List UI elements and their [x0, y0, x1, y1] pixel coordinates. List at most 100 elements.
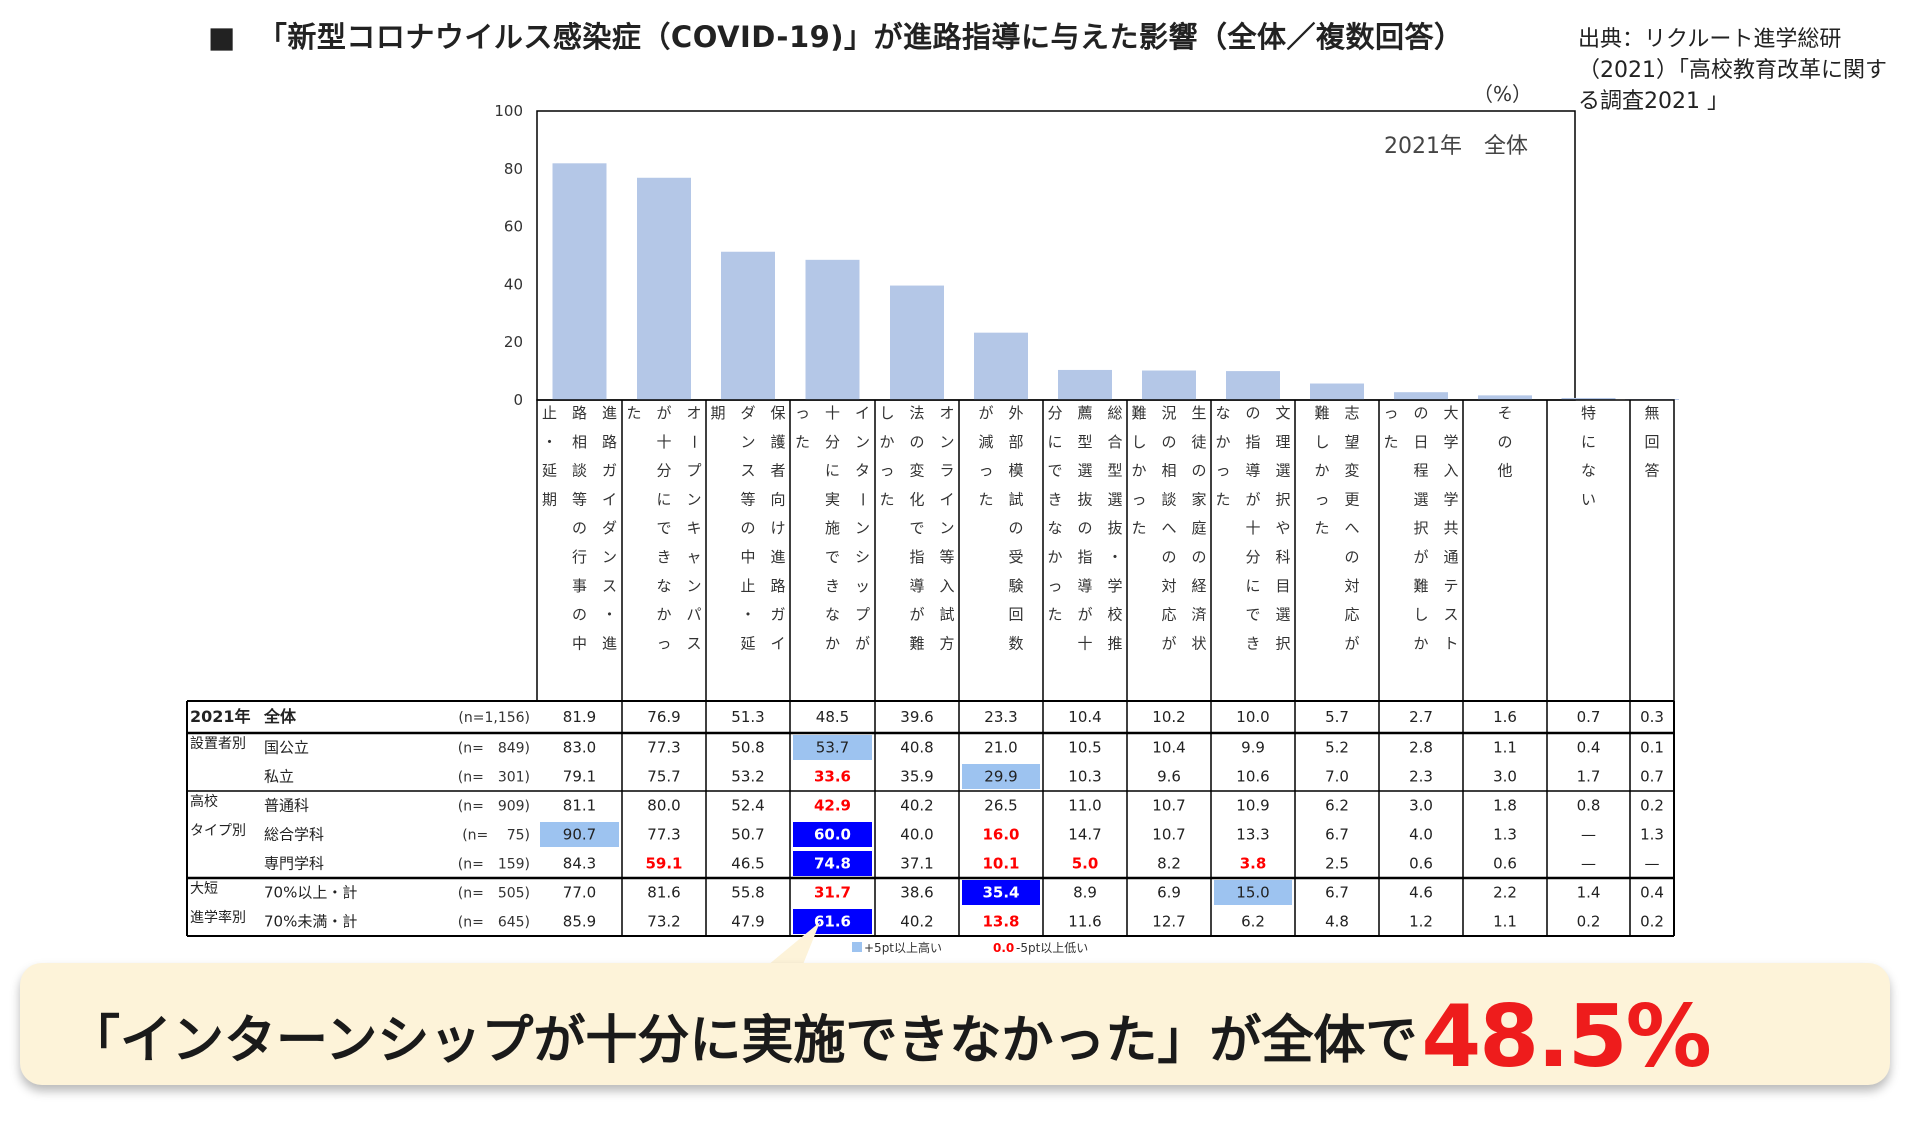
table-cell: 5.0 — [1072, 855, 1099, 873]
table-cell: 39.6 — [900, 708, 933, 726]
svg-text:指: 指 — [1245, 433, 1260, 451]
legend-minus-label: -5pt以上低い — [1016, 941, 1088, 955]
svg-text:キ: キ — [686, 519, 701, 537]
svg-text:っ: っ — [656, 634, 671, 652]
svg-text:か: か — [1314, 462, 1329, 480]
table-cell: 83.0 — [563, 739, 596, 757]
svg-text:ン: ン — [602, 548, 617, 566]
table-cell: 1.4 — [1577, 884, 1601, 902]
svg-text:十: 十 — [656, 433, 671, 451]
table-cell: 60.0 — [814, 826, 851, 844]
svg-text:な: な — [825, 606, 840, 624]
source-note: 出典：リクルート進学総研（2021）「高校教育改革に関する調査2021 」 — [1578, 27, 1887, 114]
table-cell: 51.3 — [731, 708, 764, 726]
svg-text:に: に — [656, 490, 671, 508]
cell-highlight-dark — [793, 909, 872, 934]
svg-text:き: き — [1047, 490, 1062, 508]
svg-text:へ: へ — [1344, 519, 1359, 537]
table-cell: 23.3 — [984, 708, 1017, 726]
svg-text:な: な — [1215, 404, 1230, 422]
svg-text:談: 談 — [1161, 490, 1176, 508]
svg-text:が: が — [1413, 548, 1428, 566]
svg-text:に: に — [1245, 577, 1260, 595]
svg-text:が: が — [978, 404, 993, 422]
row-n: (n= 159) — [458, 857, 530, 873]
svg-text:が: が — [855, 634, 870, 652]
legend-minus-value: 0.0 — [993, 941, 1014, 955]
svg-text:の: の — [1008, 519, 1023, 537]
svg-text:き: き — [1245, 634, 1260, 652]
bar-7 — [1058, 369, 1112, 400]
svg-text:実: 実 — [825, 490, 840, 508]
row-label: 専門学科 — [264, 855, 324, 873]
row-n: (n= 75) — [462, 828, 530, 844]
table-cell: 81.9 — [563, 708, 596, 726]
bar-13 — [1561, 397, 1616, 400]
svg-text:期: 期 — [542, 490, 557, 508]
table-cell: 11.0 — [1068, 797, 1101, 815]
svg-text:テ: テ — [1443, 577, 1458, 595]
cell-highlight-dark — [793, 822, 872, 847]
table-cell: 77.3 — [647, 826, 680, 844]
bar-3 — [721, 251, 775, 400]
svg-text:っ: っ — [795, 404, 810, 422]
table-cell: 10.5 — [1068, 739, 1101, 757]
svg-text:談: 談 — [572, 462, 587, 480]
table-cell: 77.0 — [563, 884, 596, 902]
svg-text:し: し — [1413, 606, 1428, 624]
svg-text:の: の — [572, 606, 587, 624]
svg-text:・: ・ — [542, 433, 557, 451]
svg-text:向: 向 — [770, 490, 785, 508]
table-cell: 6.2 — [1325, 797, 1349, 815]
svg-text:試: 試 — [1008, 490, 1023, 508]
table-cell: 4.6 — [1409, 884, 1433, 902]
svg-text:択: 択 — [1413, 519, 1428, 537]
table-cell: 2.5 — [1325, 855, 1349, 873]
svg-text:ン: ン — [855, 519, 870, 537]
table-cell: 50.7 — [731, 826, 764, 844]
table-cell: 4.8 — [1325, 913, 1349, 931]
svg-text:ー: ー — [685, 434, 703, 449]
svg-text:薦: 薦 — [1077, 404, 1092, 422]
svg-text:が: が — [656, 404, 671, 422]
svg-text:等: 等 — [572, 490, 587, 508]
svg-text:か: か — [879, 433, 894, 451]
svg-text:た: た — [626, 404, 641, 422]
table-cell: 11.6 — [1068, 913, 1101, 931]
table-cell: 1.3 — [1640, 826, 1664, 844]
svg-text:数: 数 — [1008, 634, 1023, 652]
svg-text:難: 難 — [1314, 404, 1329, 422]
table-cell: 59.1 — [645, 855, 682, 873]
row-group-label: 2021年 — [190, 707, 251, 726]
svg-text:し: し — [1131, 433, 1146, 451]
table-cell: 76.9 — [647, 708, 680, 726]
svg-text:の: の — [1497, 433, 1512, 451]
svg-text:型: 型 — [1077, 433, 1092, 451]
row-label: 普通科 — [264, 797, 309, 815]
svg-text:変: 変 — [1344, 462, 1359, 480]
table-cell: 33.6 — [814, 768, 851, 786]
svg-text:止: 止 — [542, 404, 557, 422]
svg-text:生: 生 — [1191, 404, 1206, 422]
svg-text:・: ・ — [602, 606, 617, 624]
svg-text:型: 型 — [1107, 462, 1122, 480]
svg-text:の: の — [1344, 548, 1359, 566]
svg-text:総: 総 — [1107, 404, 1122, 422]
svg-text:抜: 抜 — [1107, 519, 1122, 537]
svg-text:化: 化 — [909, 490, 924, 508]
svg-text:選: 選 — [1275, 462, 1290, 480]
svg-text:ダ: ダ — [740, 404, 755, 422]
svg-text:護: 護 — [770, 433, 785, 451]
svg-text:指: 指 — [1077, 548, 1092, 566]
svg-text:択: 択 — [1275, 490, 1290, 508]
svg-text:相: 相 — [572, 433, 587, 451]
svg-text:や: や — [1275, 519, 1290, 537]
table-cell: 0.7 — [1577, 708, 1601, 726]
svg-text:十: 十 — [1077, 634, 1092, 652]
svg-text:家: 家 — [1191, 490, 1206, 508]
table-cell: 0.2 — [1640, 797, 1664, 815]
